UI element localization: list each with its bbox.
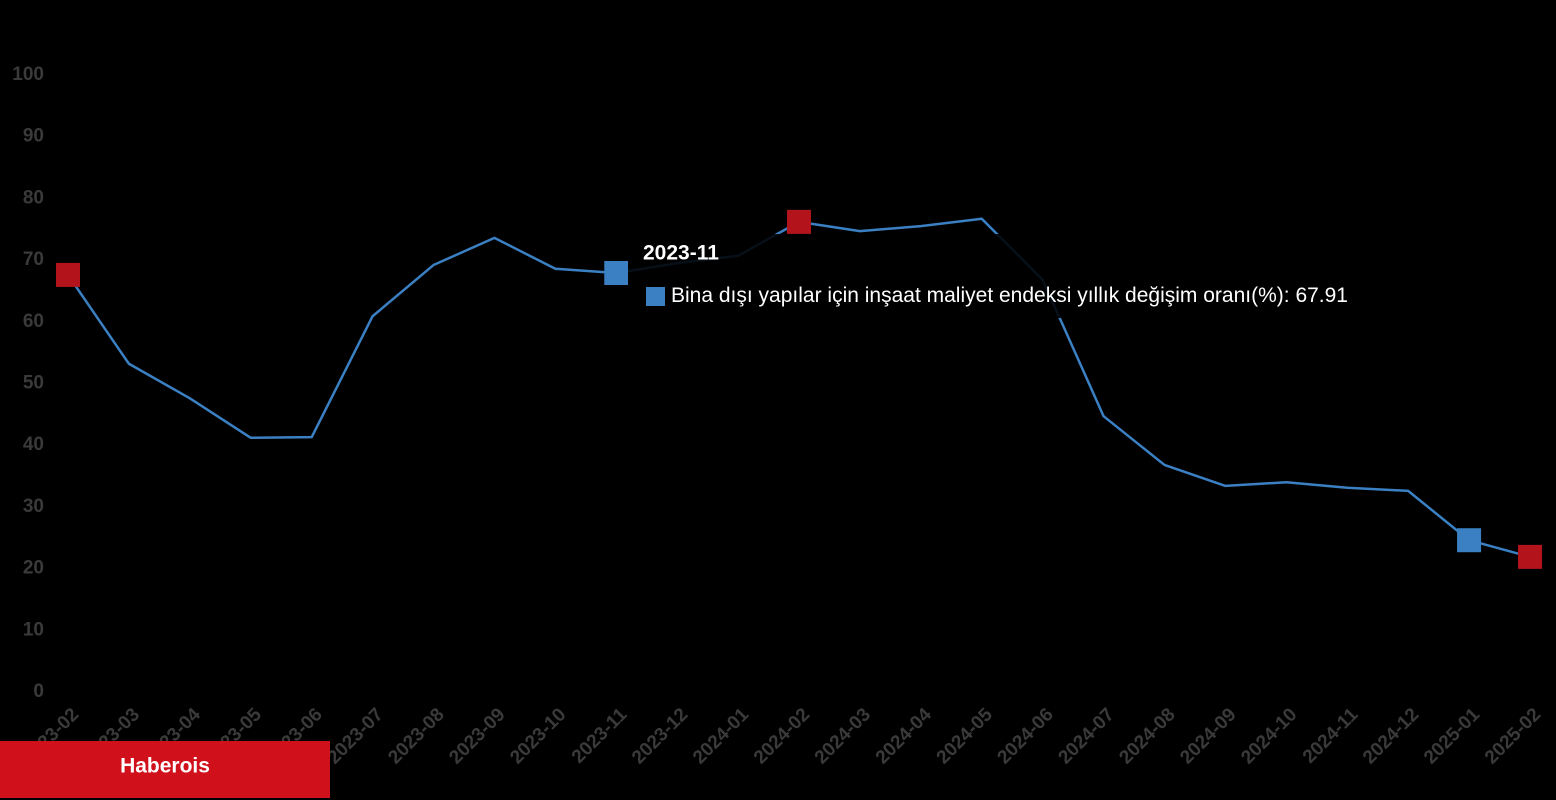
y-tick-label: 60 — [23, 311, 44, 332]
watermark: Haberois — [120, 755, 210, 778]
y-tick-label: 30 — [23, 496, 44, 517]
y-tick-label: 0 — [33, 681, 44, 702]
y-tick-label: 40 — [23, 434, 44, 455]
y-tick-label: 80 — [23, 187, 44, 208]
point-marker — [56, 262, 80, 287]
tooltip-swatch — [646, 287, 665, 306]
tooltip-value: 67.91 — [1295, 284, 1348, 307]
y-tick-label: 100 — [12, 64, 44, 85]
point-marker — [604, 260, 629, 285]
watermark-box — [0, 741, 330, 798]
y-tick-label: 20 — [23, 558, 44, 579]
tooltip-title: 2023-11 — [643, 242, 719, 265]
point-marker — [1457, 528, 1482, 553]
y-tick-label: 10 — [23, 619, 44, 640]
y-tick-label: 50 — [23, 373, 44, 394]
y-tick-label: 70 — [23, 249, 44, 270]
point-marker — [787, 209, 811, 234]
y-tick-label: 90 — [23, 126, 44, 147]
tooltip-text: Bina dışı yapılar için inşaat maliyet en… — [671, 284, 1348, 307]
tooltip-separator: : — [1284, 284, 1296, 307]
point-marker — [1518, 544, 1542, 569]
tooltip-series-name: Bina dışı yapılar için inşaat maliyet en… — [671, 284, 1284, 307]
tooltip-background — [628, 234, 1458, 318]
